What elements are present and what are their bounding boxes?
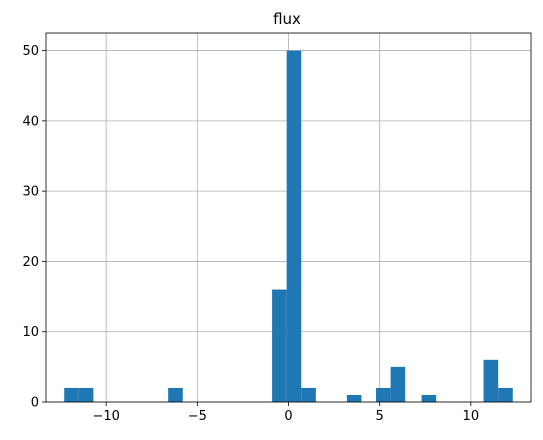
chart-title: flux [273,10,301,28]
y-tick-label: 20 [22,255,39,270]
histogram-bar [346,394,362,402]
y-tick-label: 10 [22,325,39,340]
histogram-bar [483,359,499,402]
histogram-bar [498,387,513,402]
x-tick-label: −5 [188,409,207,424]
histogram-bar [301,387,316,402]
histogram-bars [64,50,513,402]
y-tick-label: 30 [22,185,39,200]
x-tick-label: 5 [376,409,384,424]
histogram-bar [64,387,79,402]
histogram-bar [78,387,94,402]
axis-ticks: −10 −5 0 5 10 0 10 20 30 40 50 [22,44,479,424]
histogram-bar [421,394,437,402]
y-tick-label: 40 [22,114,39,129]
x-tick-label: 0 [284,409,292,424]
y-tick-label: 50 [22,44,39,59]
histogram-bar [286,50,302,402]
histogram-bar [376,387,391,402]
y-tick-label: 0 [31,396,39,411]
histogram-bar [272,289,287,402]
histogram-bar [390,366,406,402]
x-tick-label: −10 [92,409,119,424]
histogram-bar [168,387,183,402]
x-tick-label: 10 [463,409,480,424]
